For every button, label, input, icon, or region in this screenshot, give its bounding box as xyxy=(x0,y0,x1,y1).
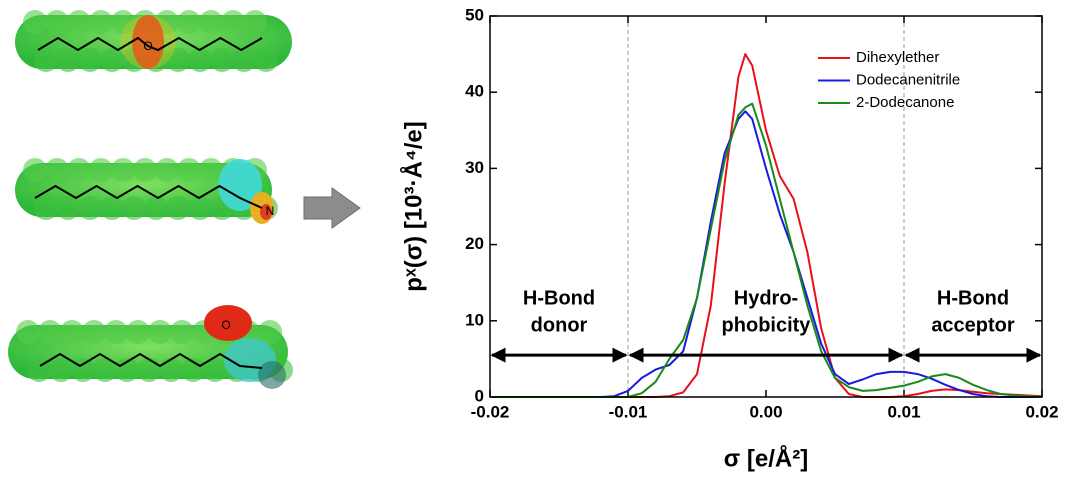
surface-bump xyxy=(38,320,62,344)
surface-patch xyxy=(260,204,272,220)
y-tick-label: 50 xyxy=(465,5,484,24)
region-label: acceptor xyxy=(931,314,1015,336)
surface-bump xyxy=(254,48,278,72)
surface-bump xyxy=(67,158,91,182)
surface-bump xyxy=(93,358,117,382)
surface-bump xyxy=(100,196,124,220)
surface-bump xyxy=(144,196,168,220)
y-tick-label: 20 xyxy=(465,234,484,253)
plot-frame xyxy=(489,15,1043,398)
y-tick-label: 40 xyxy=(465,82,484,101)
surface-bump xyxy=(170,320,194,344)
surface-bump xyxy=(232,48,256,72)
surface-bump xyxy=(159,358,183,382)
region-label: H-Bond xyxy=(523,287,595,309)
surface-bump xyxy=(155,158,179,182)
series-line xyxy=(490,102,1043,398)
region-label: H-Bond xyxy=(937,287,1009,309)
surface-bump xyxy=(199,158,223,182)
y-tick-label: 10 xyxy=(465,310,484,329)
molecule-chain xyxy=(39,352,263,369)
y-tick-label: 0 xyxy=(475,386,484,405)
surface-bump xyxy=(78,48,102,72)
surface-bump xyxy=(188,48,212,72)
surface-bump xyxy=(181,358,205,382)
surface-bump xyxy=(60,320,84,344)
surface-bump xyxy=(56,196,80,220)
surface-bump xyxy=(115,358,139,382)
surface-bump xyxy=(23,10,47,34)
surface-bump xyxy=(177,10,201,34)
surface-bump xyxy=(148,320,172,344)
surface-bump xyxy=(221,10,245,34)
x-tick-label: -0.02 xyxy=(471,402,510,421)
surface-bump xyxy=(100,48,124,72)
atom-label: N xyxy=(266,204,275,218)
surface-bump xyxy=(67,10,91,34)
surface-bump xyxy=(177,158,201,182)
surface-patch xyxy=(120,15,176,69)
atom-label: O xyxy=(221,318,230,332)
series-line xyxy=(490,53,1043,398)
surface-bump xyxy=(199,10,223,34)
surface-bump xyxy=(258,320,282,344)
surface-bump xyxy=(203,358,227,382)
surface-bump xyxy=(78,196,102,220)
y-axis-label: pˣ(σ) [10³·Å⁴/e] xyxy=(399,121,427,291)
molecule-chain xyxy=(34,184,263,209)
x-tick-label: -0.01 xyxy=(609,402,648,421)
surface-patch xyxy=(218,159,262,211)
surface-bump xyxy=(56,48,80,72)
region-label: donor xyxy=(531,314,588,336)
legend-label: 2-Dodecanone xyxy=(856,94,954,111)
surface-bump xyxy=(188,196,212,220)
surface-bump xyxy=(210,48,234,72)
legend-label: Dihexylether xyxy=(856,49,939,66)
surface-bump xyxy=(89,158,113,182)
surface-patch xyxy=(204,305,252,341)
x-axis-label: σ [e/Å²] xyxy=(724,444,808,472)
surface-bump xyxy=(16,320,40,344)
surface-bump xyxy=(126,320,150,344)
x-tick-label: 0.01 xyxy=(887,402,920,421)
surface-bump xyxy=(82,320,106,344)
plot: 0 10 20 30 40 50 -0.02 -0.01 0.00 0.01 0.02 H-Bond d… xyxy=(399,5,1058,472)
surface-bump xyxy=(45,158,69,182)
y-tick-label: 30 xyxy=(465,158,484,177)
surface-bump xyxy=(104,320,128,344)
molecule: O xyxy=(15,10,292,72)
molecules: O N O xyxy=(8,10,293,389)
surface-patch xyxy=(132,15,164,69)
surface-bump xyxy=(23,158,47,182)
x-tick-label: 0.00 xyxy=(749,402,782,421)
transform-arrow xyxy=(303,187,361,229)
surface-bump xyxy=(166,48,190,72)
region-label: Hydro- xyxy=(734,287,798,309)
surface-bump xyxy=(166,196,190,220)
molecule-chain xyxy=(37,36,263,52)
region-label: phobicity xyxy=(722,314,812,336)
surface-bump xyxy=(122,196,146,220)
atom-label: O xyxy=(143,39,152,53)
surface-bump xyxy=(45,10,69,34)
surface-bump xyxy=(133,158,157,182)
surface-bump xyxy=(111,10,135,34)
legend-label: Dodecanenitrile xyxy=(856,71,960,88)
surface-patch xyxy=(258,361,286,389)
surface-bump xyxy=(34,196,58,220)
surface-bump xyxy=(243,10,267,34)
x-tick-label: 0.02 xyxy=(1025,402,1058,421)
surface-bump xyxy=(137,358,161,382)
surface-bump xyxy=(89,10,113,34)
molecule: O xyxy=(8,305,293,389)
surface-bump xyxy=(34,48,58,72)
surface-bump xyxy=(49,358,73,382)
molecule: N xyxy=(15,158,278,224)
surface-bump xyxy=(111,158,135,182)
